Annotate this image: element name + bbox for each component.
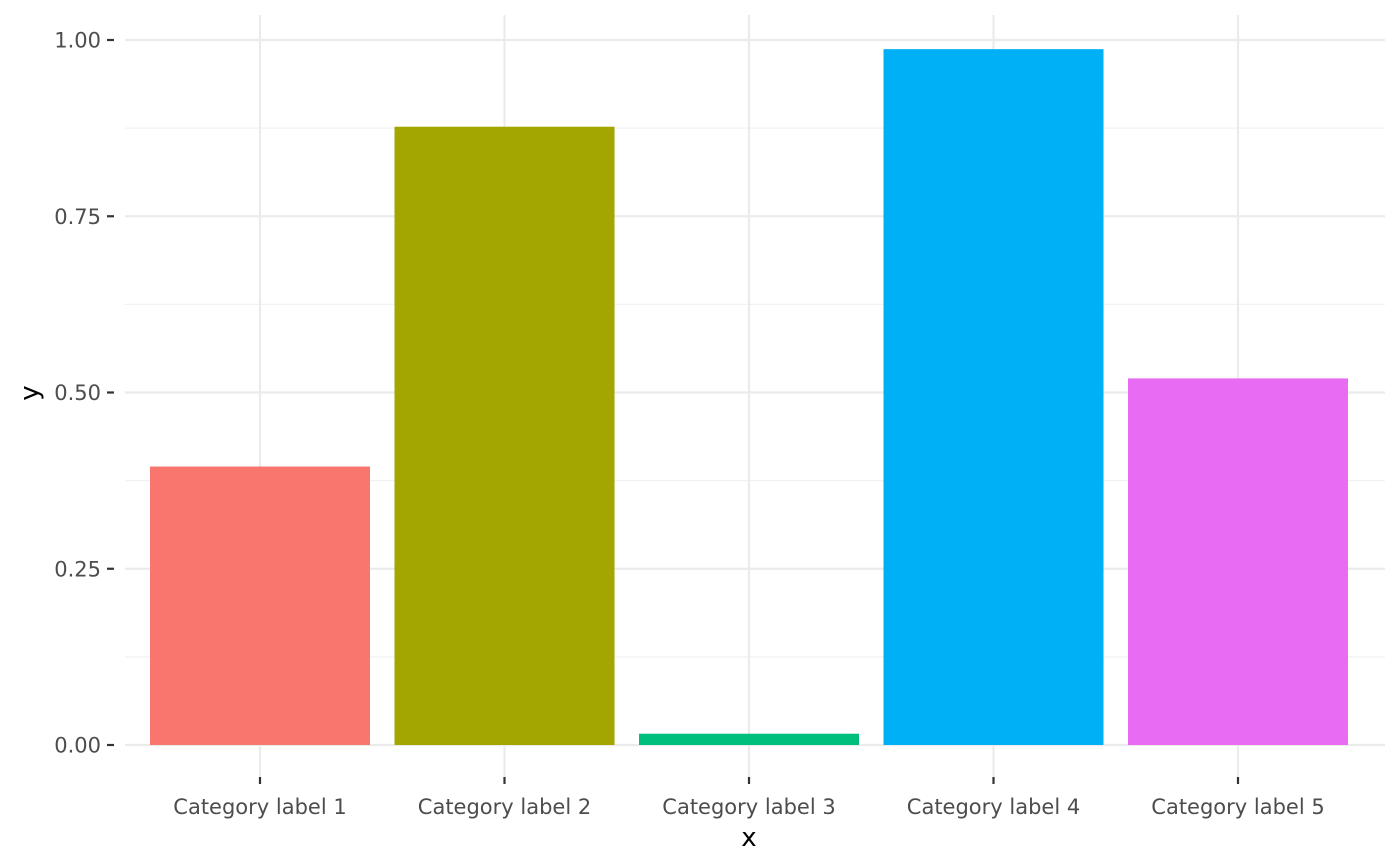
y-axis-title: y [15,385,45,400]
x-tick-label: Category label 1 [173,795,346,819]
y-tick-label: 0.00 [54,734,101,758]
bar-4 [883,49,1104,746]
x-tick-label: Category label 3 [662,795,835,819]
bar-2 [394,126,615,746]
bars [150,49,1348,746]
y-tick-label: 0.75 [54,205,101,229]
x-tick-label: Category label 4 [907,795,1080,819]
bar-5 [1128,378,1348,745]
y-tick-label: 1.00 [54,29,101,53]
y-tick-label: 0.25 [54,557,101,581]
y-tick-label: 0.50 [54,381,101,405]
x-axis-title: x [741,823,756,853]
x-axis: Category label 1 Category label 2 Category… [173,777,1325,819]
bar-1 [150,466,370,745]
bar-3 [639,733,859,745]
y-axis: 0.00 0.25 0.50 0.75 1.00 [54,29,114,758]
x-tick-label: Category label 5 [1151,795,1324,819]
x-tick-label: Category label 2 [418,795,591,819]
